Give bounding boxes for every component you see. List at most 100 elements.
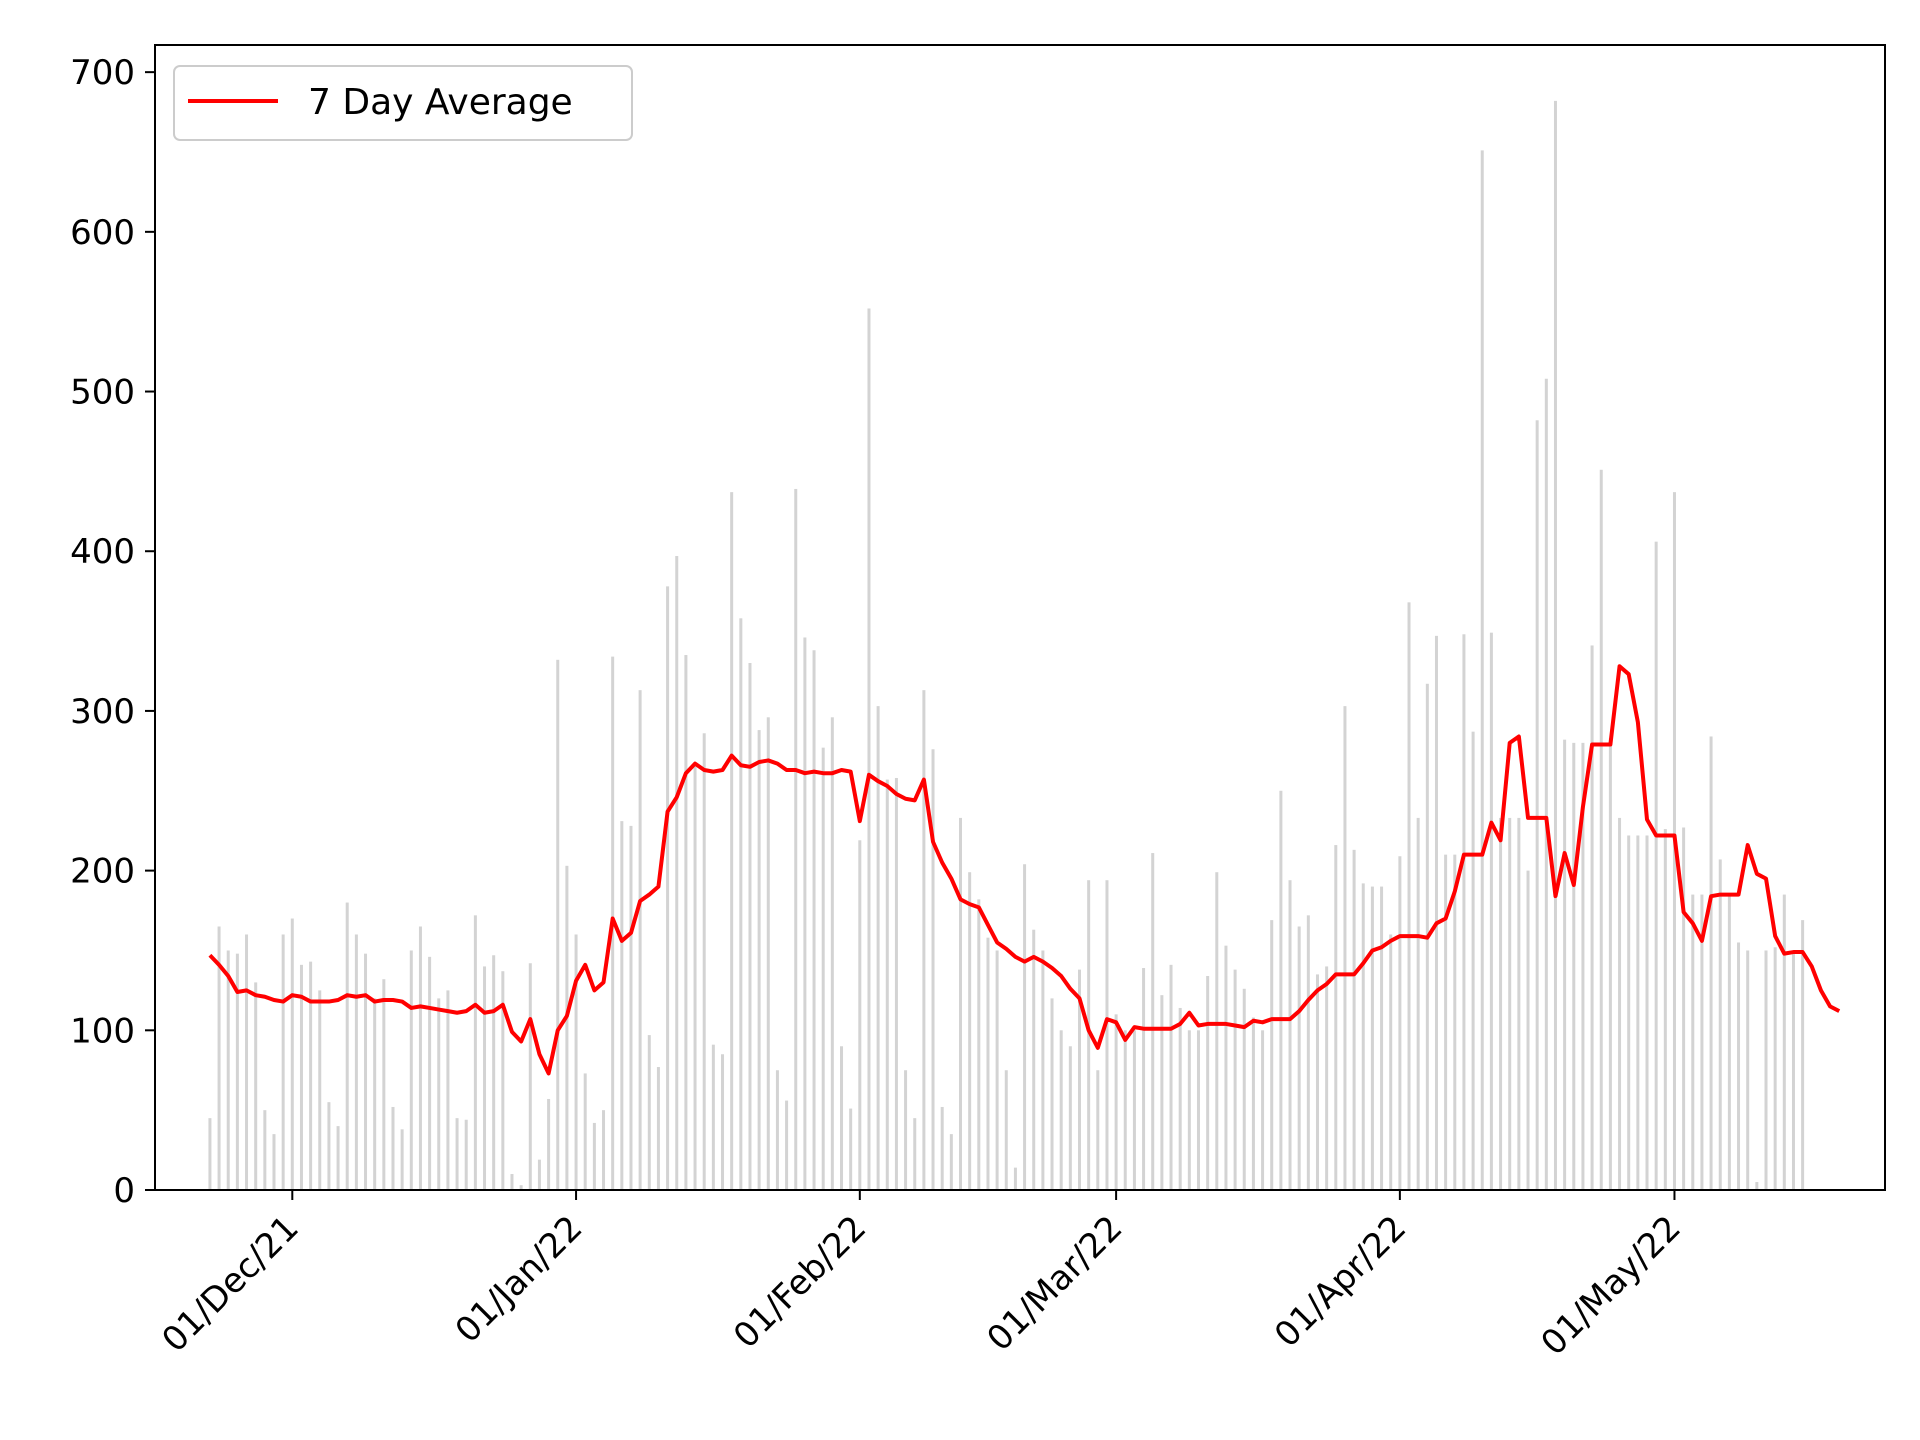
legend: 7 Day Average <box>173 65 633 141</box>
daily-bar <box>318 990 322 1190</box>
daily-bar <box>1782 894 1786 1190</box>
daily-bar <box>1480 150 1484 1190</box>
daily-bar <box>1068 1046 1072 1190</box>
daily-bar <box>794 488 798 1190</box>
daily-bar <box>1755 1182 1759 1190</box>
daily-bar <box>290 918 294 1190</box>
daily-bar <box>1389 934 1393 1190</box>
bars-layer <box>208 100 1805 1190</box>
daily-bar <box>565 865 569 1190</box>
daily-bar <box>547 1098 551 1190</box>
daily-bar <box>1581 742 1585 1190</box>
daily-bar <box>1709 736 1713 1190</box>
daily-bar <box>1087 880 1091 1190</box>
daily-bar <box>1627 835 1631 1190</box>
daily-bar <box>1334 845 1338 1190</box>
daily-bar <box>1663 829 1667 1190</box>
daily-bar <box>775 1070 779 1190</box>
daily-bar <box>1380 886 1384 1190</box>
y-tick-label: 600 <box>70 213 135 253</box>
daily-bar <box>1242 988 1246 1190</box>
daily-bar <box>684 655 688 1190</box>
daily-bar <box>849 1108 853 1190</box>
seven-day-average-line <box>208 664 1841 1076</box>
daily-bar <box>1727 894 1731 1190</box>
daily-bar <box>995 950 999 1190</box>
daily-bar <box>1013 1167 1017 1190</box>
daily-bar <box>647 1035 651 1190</box>
daily-bar <box>1462 634 1466 1190</box>
daily-bar <box>693 766 697 1190</box>
daily-bar <box>1535 420 1539 1190</box>
daily-bar <box>1343 706 1347 1190</box>
y-tick-label: 0 <box>113 1171 135 1211</box>
daily-bar <box>272 1134 276 1190</box>
daily-bar <box>217 926 221 1190</box>
daily-bar <box>263 1110 267 1190</box>
daily-bar <box>922 690 926 1190</box>
daily-bar <box>1801 920 1805 1190</box>
y-axis: 0 100 200 300 400 500 600 700 <box>70 53 155 1211</box>
daily-bar <box>1004 1070 1008 1190</box>
daily-bar <box>1169 964 1173 1190</box>
daily-bar <box>327 1102 331 1190</box>
daily-bar <box>885 779 889 1190</box>
daily-bar <box>1187 1030 1191 1190</box>
daily-bar <box>1196 1030 1200 1190</box>
y-tick-label: 500 <box>70 373 135 413</box>
daily-bar <box>1526 870 1530 1190</box>
daily-bar <box>483 966 487 1190</box>
daily-bar <box>913 1118 917 1190</box>
daily-bar <box>592 1122 596 1190</box>
plot-frame <box>154 44 1886 1191</box>
daily-bar <box>1050 998 1054 1190</box>
daily-bar <box>501 971 505 1190</box>
daily-bar <box>959 817 962 1190</box>
daily-bar <box>583 1073 587 1190</box>
daily-bar <box>1398 856 1402 1190</box>
daily-bar <box>1489 632 1493 1190</box>
daily-bar <box>1563 739 1567 1190</box>
daily-bar <box>1471 731 1475 1190</box>
daily-bar <box>1270 920 1274 1190</box>
daily-bar <box>748 663 752 1190</box>
daily-bar <box>757 730 761 1190</box>
daily-bar <box>1700 894 1704 1190</box>
daily-bar <box>656 1067 660 1190</box>
daily-bar <box>986 937 990 1190</box>
daily-bar <box>409 950 413 1190</box>
daily-bar <box>968 872 972 1190</box>
daily-bar <box>226 950 230 1190</box>
daily-bar <box>574 934 578 1190</box>
daily-bar <box>1544 378 1548 1190</box>
daily-bar <box>1434 635 1438 1190</box>
daily-bar <box>1233 969 1237 1190</box>
daily-bar <box>1361 883 1365 1190</box>
daily-bar <box>382 979 386 1190</box>
daily-bar <box>840 1046 844 1190</box>
daily-bar <box>309 961 313 1190</box>
daily-bar <box>1315 974 1319 1190</box>
daily-bar <box>812 650 816 1190</box>
daily-bar <box>1499 817 1503 1190</box>
daily-bar <box>1032 929 1036 1190</box>
y-tick-label: 400 <box>70 532 135 572</box>
daily-bar <box>858 840 862 1190</box>
daily-bar <box>1682 827 1686 1190</box>
daily-bar <box>464 1119 468 1190</box>
daily-bar <box>977 899 981 1190</box>
daily-bar <box>904 1070 908 1190</box>
daily-bar <box>1114 1014 1118 1190</box>
daily-bar <box>730 492 734 1190</box>
daily-bar <box>821 747 825 1190</box>
daily-bar <box>876 706 880 1190</box>
daily-bar <box>1132 1030 1136 1190</box>
daily-bar <box>1691 894 1695 1190</box>
daily-bar <box>1096 1070 1100 1190</box>
daily-bar <box>1453 854 1457 1190</box>
daily-bar <box>1718 859 1722 1190</box>
daily-bar <box>1297 926 1301 1190</box>
daily-bar <box>1041 950 1045 1190</box>
daily-bar <box>1618 817 1622 1190</box>
daily-bar <box>208 1118 212 1190</box>
